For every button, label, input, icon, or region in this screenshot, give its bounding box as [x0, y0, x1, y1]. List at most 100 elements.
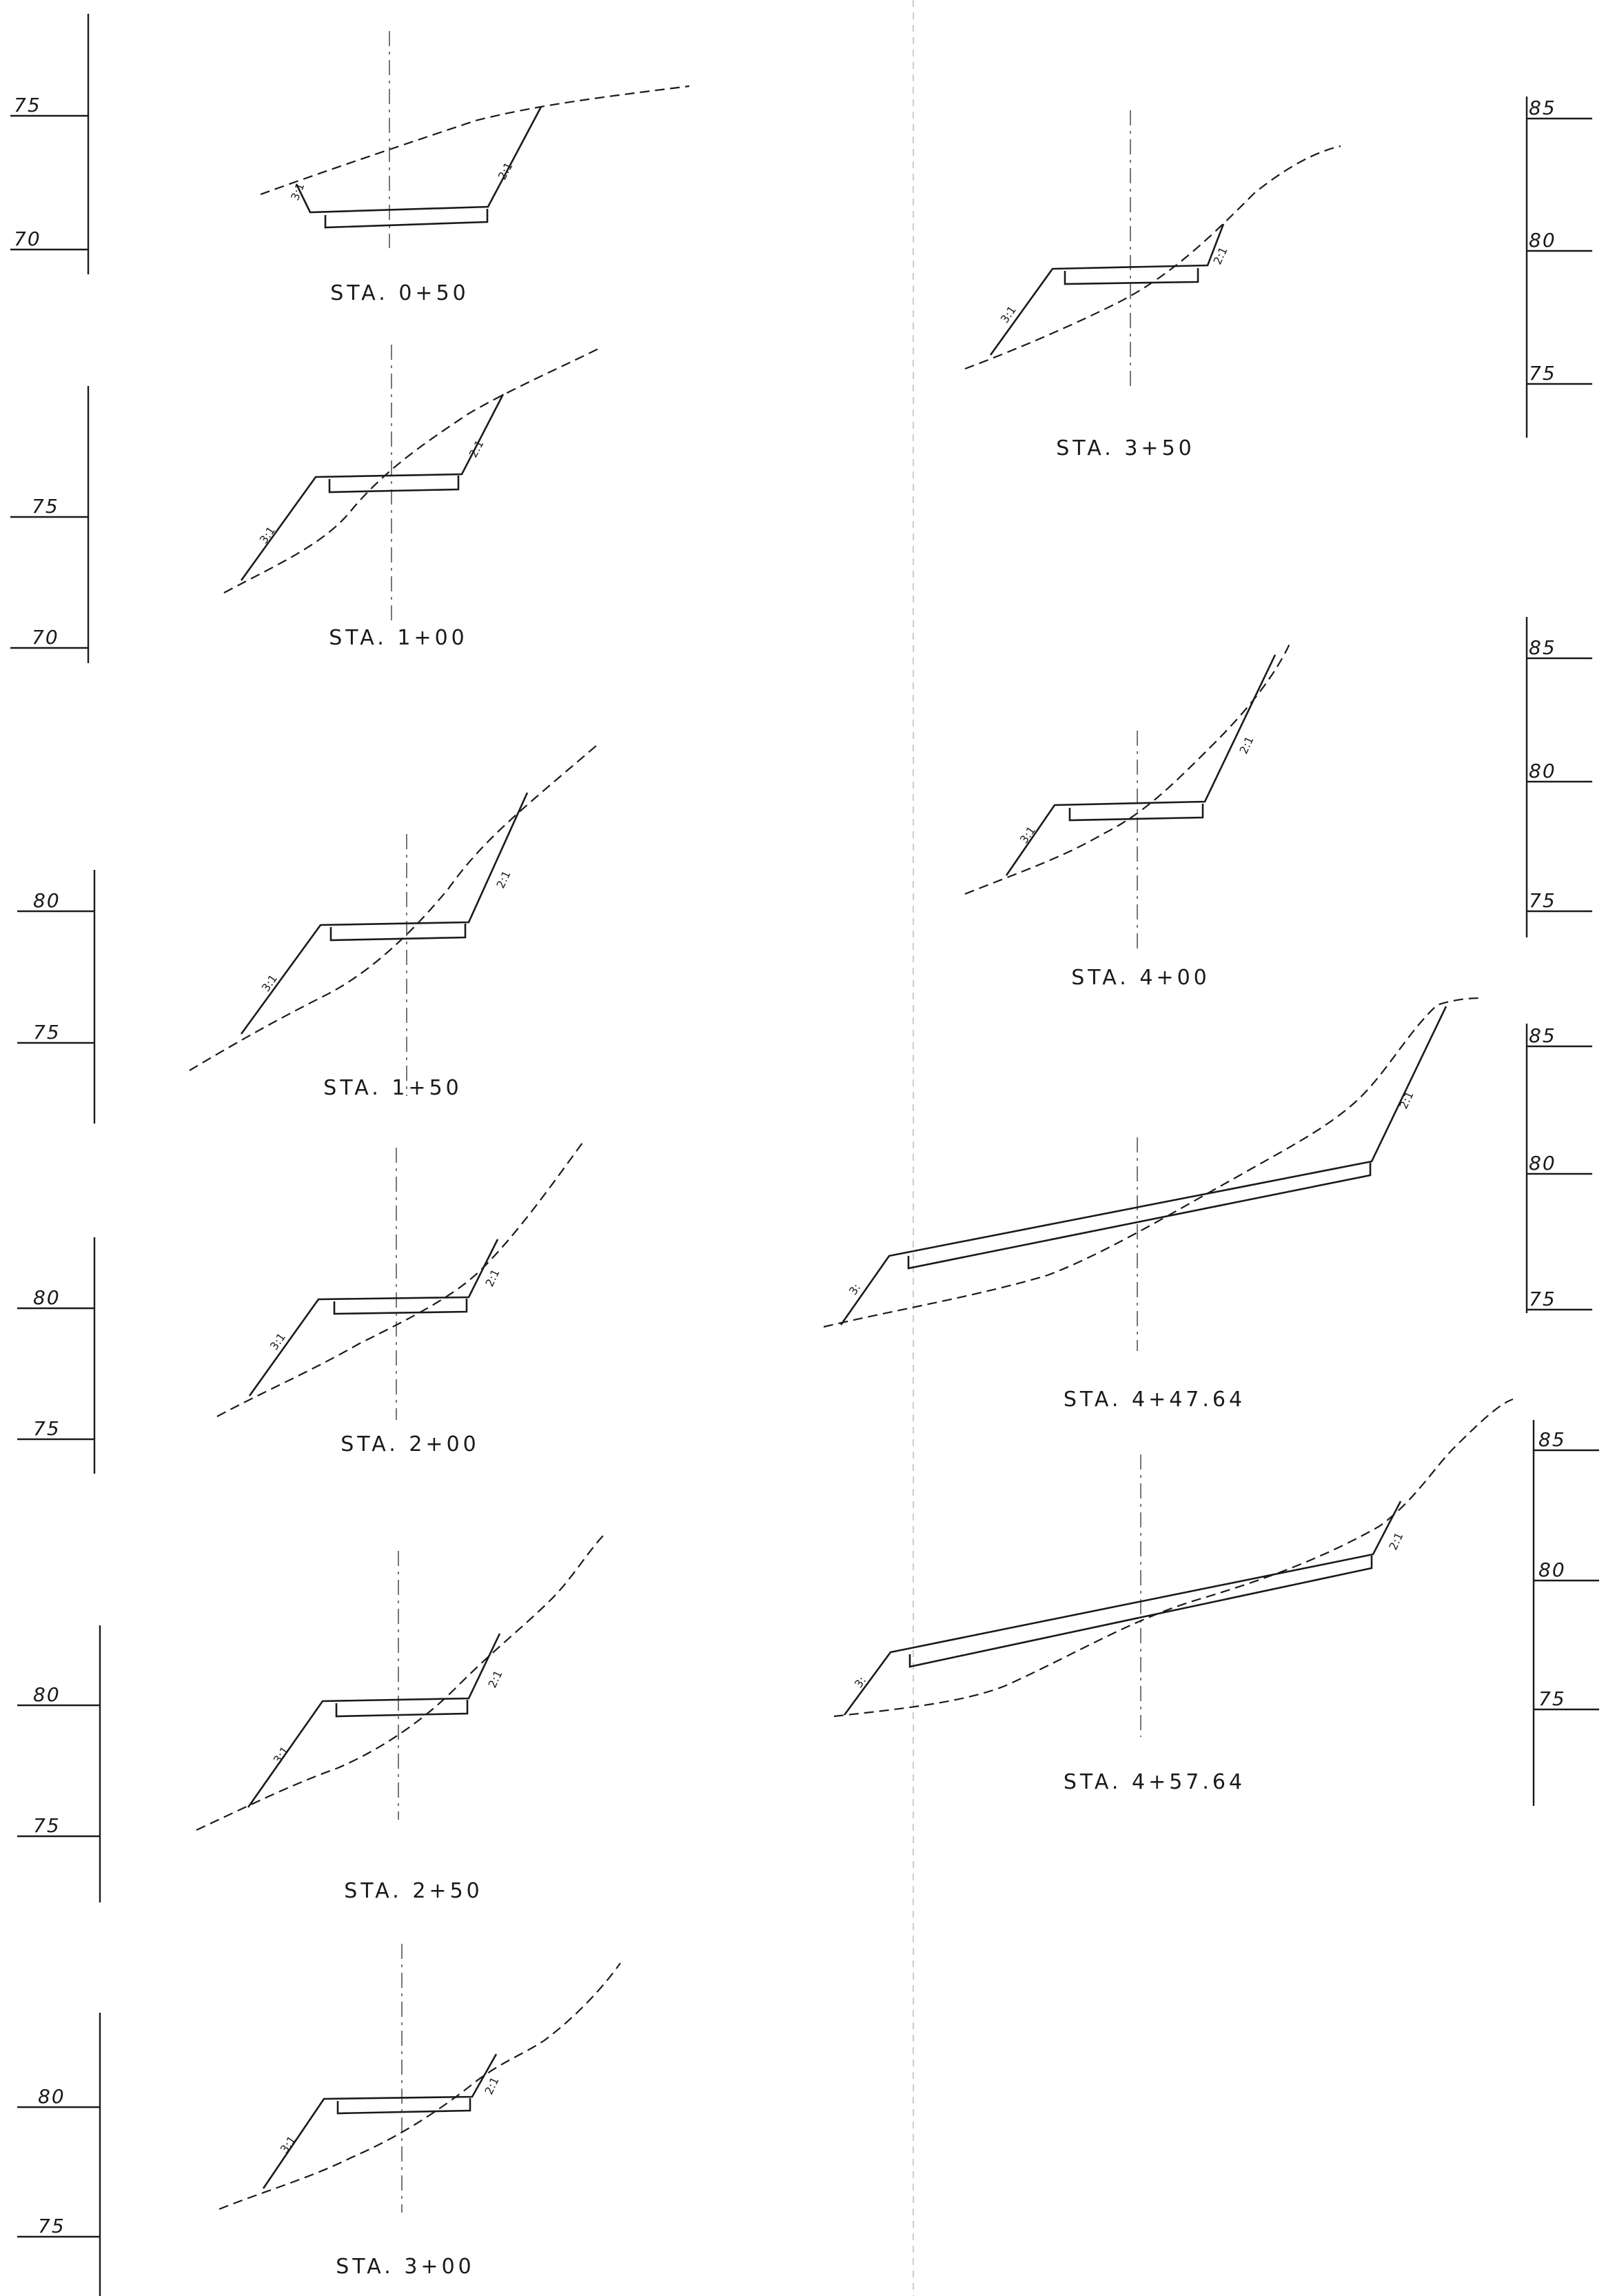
left-elevation-scale-5: 80 75: [17, 1625, 101, 1902]
existing-ground-line: [218, 1962, 621, 2211]
existing-ground-line: [964, 642, 1291, 895]
existing-ground-line: [223, 347, 600, 593]
elevation-label: 80: [1529, 229, 1556, 252]
cross-section-9: 3: 2:1 STA. 4+57.64: [833, 1398, 1514, 1794]
elevation-label: 75: [33, 1417, 61, 1440]
roadway-section: [324, 209, 489, 229]
elevation-label: 75: [1529, 1288, 1556, 1310]
elevation-label: 75: [14, 94, 41, 116]
cross-section-0: 3:1 2:1 STA. 0+50: [260, 31, 690, 305]
cross-section-6: 3:1 2:1 STA. 3+50: [964, 110, 1341, 460]
roadway-section: [333, 1299, 468, 1315]
elevation-label: 80: [1538, 1558, 1566, 1581]
elevation-label: 80: [38, 2085, 65, 2108]
slope-ratio-right: 2:1: [482, 1267, 502, 1288]
left-elevation-scale-1: 75 70: [10, 14, 90, 274]
elevation-label: 75: [33, 1814, 61, 1837]
right-elevation-scale-2: 85 80 75: [1525, 617, 1592, 937]
left-elevation-scale-6: 80 75: [17, 2013, 101, 2296]
station-label: STA. 4+47.64: [1064, 1388, 1246, 1412]
existing-ground-line: [260, 85, 690, 196]
roadway-section: [908, 1556, 1373, 1668]
existing-ground-line: [833, 1398, 1514, 1718]
cut-slope-outline: [843, 1501, 1402, 1716]
station-label: STA. 2+00: [340, 1432, 480, 1456]
cross-section-5: 3:1 2:1 STA. 3+00: [218, 1944, 621, 2279]
cut-slope-outline: [240, 792, 529, 1035]
slope-ratio-right: 2:1: [1396, 1089, 1416, 1110]
roadway-section: [328, 476, 460, 494]
roadway-section: [1064, 268, 1199, 285]
slope-ratio-right: 2:1: [1386, 1530, 1405, 1552]
roadway-section: [335, 1700, 469, 1718]
elevation-label: 85: [1529, 636, 1556, 659]
cross-section-8: 3: 2:1 STA. 4+47.64: [823, 997, 1483, 1412]
station-label: STA. 4+57.64: [1064, 1770, 1246, 1794]
station-label: STA. 0+50: [330, 281, 469, 305]
elevation-label: 75: [1538, 1687, 1566, 1710]
cross-section-1: 3:1 2:1 STA. 1+00: [223, 345, 600, 650]
elevation-label: 75: [32, 495, 59, 518]
elevation-label: 75: [1529, 889, 1556, 912]
elevation-label: 80: [1529, 1152, 1556, 1175]
roadway-section: [907, 1163, 1372, 1270]
cut-slope-outline: [840, 1006, 1447, 1325]
existing-ground-line: [823, 997, 1483, 1328]
slope-ratio-left: 3:: [846, 1281, 863, 1298]
existing-ground-line: [964, 145, 1341, 370]
slope-ratio-left: 3:: [852, 1674, 868, 1691]
cut-slope-outline: [262, 2053, 498, 2189]
station-label: STA. 3+00: [336, 2255, 475, 2279]
slope-ratio-left: 3:1: [998, 303, 1019, 325]
slope-ratio-left: 3:1: [259, 972, 280, 994]
existing-ground-line: [216, 1142, 583, 1417]
cross-section-2: 3:1 2:1 STA. 1+50: [189, 745, 597, 1100]
slope-ratio-right: 2:1: [482, 2075, 501, 2096]
cut-slope-outline: [1005, 654, 1277, 876]
cut-slope-outline: [295, 106, 542, 214]
elevation-label: 75: [1529, 362, 1556, 385]
cross-section-7: 3:1 2:1 STA. 4+00: [964, 642, 1291, 990]
slope-ratio-left: 3:1: [257, 524, 278, 546]
right-elevation-scale-1: 85 80 75: [1525, 96, 1592, 438]
slope-ratio-left: 3:1: [267, 1330, 288, 1352]
station-label: STA. 2+50: [344, 1879, 483, 1903]
elevation-label: 75: [33, 1021, 61, 1044]
slope-ratio-right: 2:1: [1237, 734, 1256, 755]
station-label: STA. 4+00: [1071, 966, 1210, 990]
slope-ratio-right: 2:1: [485, 1668, 505, 1689]
slope-ratio-right: 2:1: [467, 438, 487, 460]
cut-slope-outline: [247, 1633, 501, 1808]
left-elevation-scale-2: 75 70: [10, 386, 90, 663]
elevation-label: 80: [33, 1286, 61, 1309]
slope-ratio-right: 2:1: [496, 160, 516, 182]
elevation-label: 85: [1538, 1428, 1566, 1451]
elevation-label: 80: [1529, 760, 1556, 782]
roadway-section: [329, 924, 467, 942]
existing-ground-line: [196, 1535, 604, 1831]
cut-slope-outline: [240, 394, 505, 581]
right-elevation-scale-4: 85 80 75: [1532, 1420, 1599, 1806]
roadway-section: [1068, 804, 1204, 822]
elevation-label: 80: [33, 889, 61, 912]
elevation-label: 70: [14, 227, 41, 250]
station-label: STA. 1+50: [323, 1076, 463, 1100]
elevation-label: 80: [33, 1683, 61, 1706]
cross-section-4: 3:1 2:1 STA. 2+50: [196, 1535, 604, 1903]
left-elevation-scale-4: 80 75: [17, 1237, 96, 1474]
slope-ratio-left: 3:1: [278, 2133, 298, 2155]
elevation-label: 85: [1529, 1024, 1556, 1047]
station-label: STA. 3+50: [1056, 436, 1195, 460]
elevation-label: 85: [1529, 96, 1556, 119]
slope-ratio-left: 3:1: [1017, 824, 1038, 846]
elevation-label: 70: [32, 626, 59, 649]
roadway-section: [336, 2098, 471, 2115]
cut-slope-outline: [248, 1239, 499, 1396]
cross-section-3: 3:1 2:1 STA. 2+00: [216, 1142, 583, 1456]
right-elevation-scale-3: 85 80 75: [1525, 1024, 1592, 1313]
left-elevation-scale-3: 80 75: [17, 870, 96, 1124]
station-label: STA. 1+00: [329, 626, 468, 650]
slope-ratio-right: 2:1: [494, 868, 513, 890]
elevation-label: 75: [38, 2215, 65, 2237]
